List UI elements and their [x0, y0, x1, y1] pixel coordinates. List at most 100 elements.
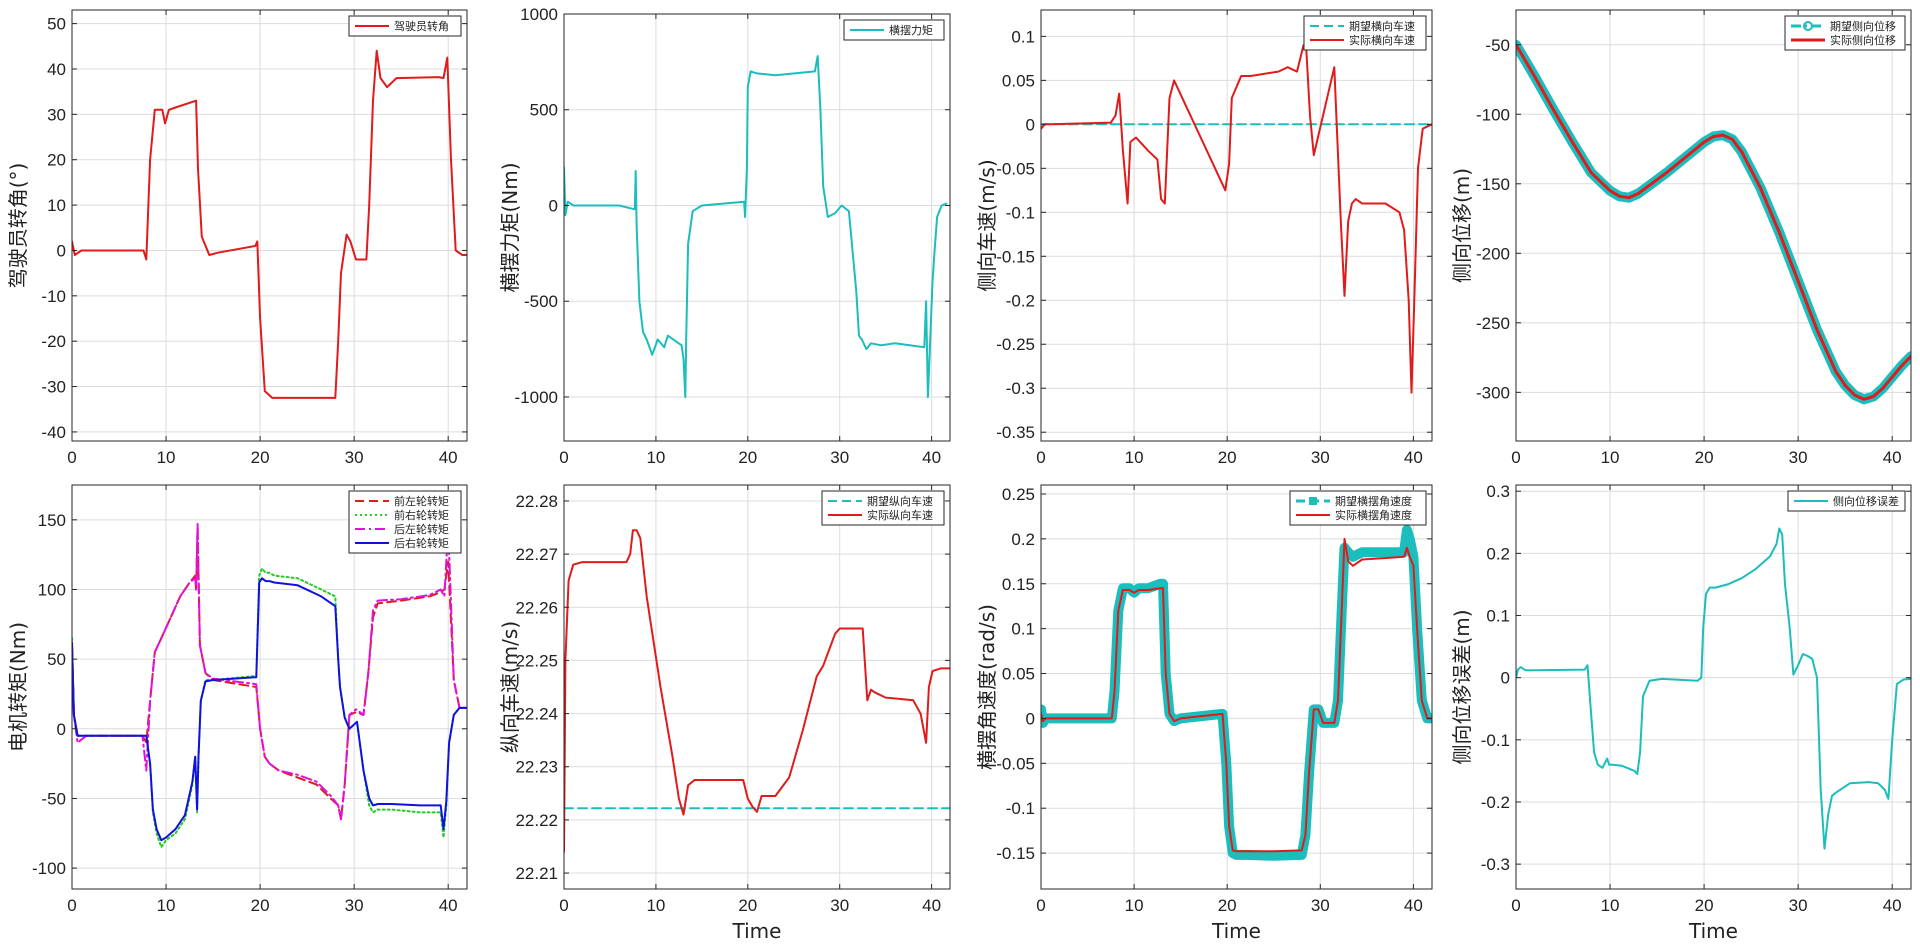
x-tick-label: 10 [1601, 448, 1620, 467]
y-tick-label: -10 [41, 287, 66, 306]
y-tick-label: -0.25 [996, 335, 1035, 354]
x-tick-label: 40 [1883, 448, 1902, 467]
x-tick-label: 20 [738, 896, 757, 915]
series-group [1516, 39, 1911, 405]
y-axis-label: 纵向车速(m/s) [498, 621, 522, 753]
x-axis-label: Time [732, 919, 782, 943]
y-tick-label: 150 [38, 511, 66, 530]
y-tick-label: -0.1 [1006, 203, 1035, 222]
x-tick-label: 20 [738, 448, 757, 467]
y-tick-label: -250 [1476, 314, 1510, 333]
y-tick-label: -0.3 [1006, 379, 1035, 398]
legend-box [348, 15, 462, 37]
x-tick-label: 0 [1511, 896, 1520, 915]
axes-frame [1040, 9, 1433, 442]
plot-area [564, 14, 950, 441]
y-axis-label: 电机转矩(Nm) [6, 622, 30, 752]
y-tick-label: 0.05 [1002, 665, 1035, 684]
y-axis-label: 横摆力矩(Nm) [498, 162, 522, 292]
legend-box [1784, 15, 1906, 51]
series-line-1 [1041, 524, 1432, 861]
series-line-4 [72, 577, 467, 842]
y-tick-label: 22.25 [515, 651, 558, 670]
subplot-5: 0 10 20 30 40 -100 -50 0 50 100 150 电机转矩(Nm) 前左轮转矩前右… [6, 484, 468, 915]
series-line-1 [72, 49, 467, 399]
axes-frame [563, 484, 951, 890]
y-tick-label: 1000 [520, 5, 558, 24]
series-line-2 [1041, 537, 1432, 853]
y-tick-label: 30 [47, 105, 66, 124]
y-tick-label: 20 [47, 151, 66, 170]
legend-label: 侧向位移误差 [1833, 494, 1899, 508]
x-tick-label: 30 [345, 896, 364, 915]
x-tick-label: 20 [251, 896, 270, 915]
legend-label: 实际侧向位移 [1830, 33, 1896, 47]
y-tick-label: -40 [41, 423, 66, 442]
x-tick-label: 0 [67, 448, 76, 467]
y-tick-label: -150 [1476, 175, 1510, 194]
plot-area [72, 10, 467, 441]
x-tick-label: 0 [1036, 896, 1045, 915]
x-tick-label: 20 [1218, 896, 1237, 915]
plot-area [1516, 10, 1911, 441]
y-tick-label: 22.23 [515, 758, 558, 777]
y-tick-label: 22.22 [515, 811, 558, 830]
legend-label: 实际纵向车速 [867, 508, 933, 522]
x-tick-label: 0 [1036, 448, 1045, 467]
y-tick-label: 0.15 [1002, 575, 1035, 594]
legend-label: 期望横向车速 [1349, 19, 1415, 33]
y-tick-label: -0.2 [1006, 291, 1035, 310]
series-line-2 [564, 529, 950, 853]
x-tick-label: 40 [439, 896, 458, 915]
legend-label: 横摆力矩 [889, 23, 933, 37]
x-tick-label: 20 [251, 448, 270, 467]
y-axis-label: 侧向位移误差(m) [1450, 609, 1474, 764]
legend-marker [1803, 21, 1813, 31]
x-tick-label: 30 [1311, 896, 1330, 915]
y-tick-label: 0.1 [1011, 27, 1035, 46]
y-axis-label: 侧向位移(m) [1450, 168, 1474, 283]
y-axis-label: 横摆角速度(rad/s) [975, 604, 999, 770]
y-tick-label: -0.3 [1481, 855, 1510, 874]
legend-box [843, 19, 945, 41]
x-tick-label: 30 [1311, 448, 1330, 467]
legend-box [1787, 490, 1906, 512]
y-tick-label: 0.3 [1486, 482, 1510, 501]
x-tick-label: 0 [1511, 448, 1520, 467]
axes-frame [1040, 484, 1433, 890]
y-tick-label: -0.05 [996, 754, 1035, 773]
y-tick-label: -0.1 [1481, 731, 1510, 750]
axes-frame [1515, 9, 1912, 442]
x-tick-label: 40 [1404, 896, 1423, 915]
x-tick-label: 30 [1789, 448, 1808, 467]
series-group [1516, 527, 1911, 850]
legend-label: 前左轮转矩 [394, 494, 449, 508]
axes-frame [71, 9, 468, 442]
plot-area [1041, 10, 1432, 441]
y-tick-label: 50 [47, 15, 66, 34]
y-tick-label: -100 [32, 859, 66, 878]
y-tick-label: 0.25 [1002, 485, 1035, 504]
y-tick-label: -50 [41, 789, 66, 808]
legend: 侧向位移误差 [1787, 490, 1906, 512]
series-line-2 [1041, 44, 1432, 394]
subplot-7: 0 10 20 30 40 -0.15 -0.1 -0.05 0 0.05 0.1 0.15 0.2 0.… [975, 484, 1433, 943]
axes-frame [71, 484, 468, 890]
y-tick-label: -0.15 [996, 247, 1035, 266]
axes-frame [563, 13, 951, 442]
x-tick-label: 40 [1404, 448, 1423, 467]
x-tick-label: 20 [1695, 448, 1714, 467]
subplot-1: 0 10 20 30 40 -40 -30 -20 -10 0 10 20 30 40 50 驾驶员转角(°)… [6, 9, 468, 467]
x-tick-label: 40 [1883, 896, 1902, 915]
plot-area [1041, 485, 1432, 889]
series-group [564, 55, 948, 398]
x-tick-label: 0 [559, 896, 568, 915]
y-tick-label: 0.1 [1486, 607, 1510, 626]
y-tick-label: -500 [524, 292, 558, 311]
y-tick-label: -100 [1476, 105, 1510, 124]
subplot-2: 0 10 20 30 40 -1000 -500 0 500 1000 横摆力矩(Nm) 横摆力矩 [498, 5, 951, 467]
series-group [1041, 524, 1432, 861]
y-tick-label: 22.21 [515, 864, 558, 883]
